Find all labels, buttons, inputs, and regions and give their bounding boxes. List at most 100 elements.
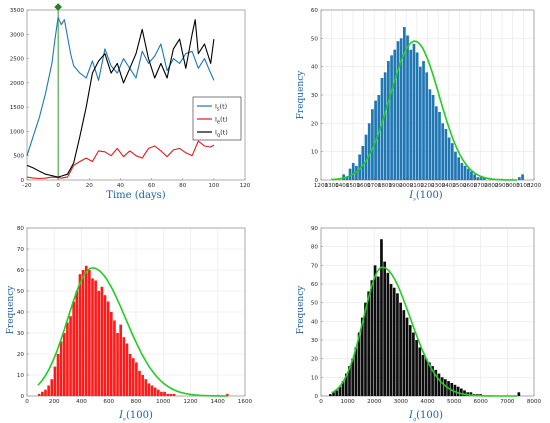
histogram-s-bar	[447, 137, 451, 180]
histogram-q-bar	[402, 310, 406, 396]
histogram-s-bar	[380, 78, 384, 180]
histogram-e-xtick-label: 400	[76, 399, 87, 405]
timeseries-xtick-label: -20	[22, 183, 32, 189]
timeseries-xtick-label: 60	[148, 183, 156, 189]
histogram-s-xtick-label: 3200	[527, 183, 542, 189]
histogram-e-bar	[125, 343, 129, 396]
histogram-q-ytick-label: 90	[311, 226, 319, 232]
timeseries-xtick-label: 0	[56, 183, 60, 189]
histogram-q-bar	[335, 390, 339, 396]
histogram-s-xtick-label: 3000	[506, 183, 521, 189]
histogram-e-bar	[103, 295, 107, 396]
histogram-q-xtick-label: 0	[319, 399, 323, 405]
histogram-s-bar	[396, 41, 400, 180]
histogram-s-bar	[377, 95, 381, 180]
histogram-e-bar	[56, 354, 60, 396]
histogram-e-bar	[100, 286, 104, 396]
histogram-q-bar	[469, 392, 473, 396]
histogram-s-bar	[434, 106, 438, 180]
timeseries-xlabel: Time (days)	[106, 190, 165, 201]
timeseries-ytick-label: 0	[20, 178, 24, 184]
histogram-e-bar	[97, 291, 101, 396]
histogram-s-bar	[399, 38, 403, 181]
histogram-e-bar	[44, 389, 47, 396]
histogram-q-bar	[328, 394, 332, 396]
histogram-e-bar	[153, 387, 157, 396]
histogram-q-ytick-label: 60	[311, 282, 319, 288]
histogram-e-bar	[163, 391, 166, 396]
histogram-s-bar	[387, 61, 390, 180]
histogram-s-ytick-label: 40	[311, 65, 319, 71]
histogram-e-bar	[53, 366, 57, 396]
timeseries-ytick-label: 2500	[10, 57, 25, 63]
histogram-q-bar	[351, 358, 355, 396]
histogram-q-bar	[380, 239, 383, 396]
timeseries-ytick-label: 3000	[10, 32, 25, 38]
histogram-s-fit-curve	[331, 40, 517, 181]
histogram-e-bar	[172, 393, 176, 396]
timeseries-xtick-label: 100	[209, 183, 220, 189]
histogram-s-xtick-label: 1400	[335, 183, 350, 189]
histogram-e-ytick-label: 10	[17, 373, 25, 379]
histogram-s-bar	[457, 157, 461, 180]
histogram-s-xtick-label: 1300	[325, 183, 340, 189]
histogram-q-bar	[360, 317, 364, 396]
timeseries-line-q	[26, 19, 215, 178]
histogram-e-bar	[50, 379, 54, 396]
histogram-q-bar	[373, 265, 377, 396]
histogram-s-xtick-label: 1200	[314, 183, 329, 189]
histogram-q-ytick-label: 70	[311, 263, 319, 269]
histogram-s-bar	[450, 143, 454, 180]
histogram-q-xtick-label: 3000	[394, 399, 409, 405]
histogram-e-bar	[66, 322, 69, 396]
histogram-s-xtick-label: 2000	[399, 183, 414, 189]
timeseries-marker	[54, 3, 62, 11]
timeseries-xtick-label: 120	[240, 183, 251, 189]
timeseries-legend-label: Ie(t)	[215, 116, 228, 126]
histogram-s-bar	[403, 27, 406, 180]
histogram-e-bar	[131, 358, 135, 396]
histogram-s-bar	[438, 112, 441, 180]
histogram-q-bar	[408, 325, 412, 396]
histogram-s-xtick-label: 2200	[420, 183, 435, 189]
histogram-s-ytick-label: 60	[311, 8, 319, 14]
histogram-q-bar	[517, 392, 521, 396]
histogram-e-fit-curve	[37, 267, 228, 397]
histogram-s-bar	[418, 66, 422, 180]
histogram-q-xtick-label: 2000	[367, 399, 382, 405]
histogram-q-ytick-label: 50	[311, 301, 319, 307]
histogram-q-fit-curve	[331, 266, 517, 397]
histogram-s-xtick-label: 1500	[346, 183, 361, 189]
histogram-e-bar	[94, 280, 97, 396]
histogram-e-bar	[37, 393, 41, 396]
histogram-q-bar	[396, 293, 399, 396]
histogram-q-bar	[367, 291, 371, 396]
histogram-s-bar	[415, 52, 419, 180]
histogram-e-bar	[150, 385, 154, 396]
histogram-s-bar	[406, 35, 409, 180]
histogram-e-bar	[72, 301, 76, 396]
histogram-q-bar	[357, 332, 361, 396]
histogram-s-bar	[466, 168, 470, 180]
histogram-e-bar	[62, 333, 66, 396]
histogram-s-bar	[367, 123, 371, 180]
histogram-is-xlabel: Is(100)	[408, 190, 443, 203]
histogram-e-bar	[78, 274, 82, 396]
histogram-s-bar	[361, 146, 365, 180]
histogram-e-ytick-label: 60	[17, 268, 25, 274]
timeseries-line-s	[26, 16, 215, 156]
histogram-s-bar	[371, 109, 374, 180]
histogram-e-bar	[88, 270, 91, 396]
histogram-q-xtick-label: 8000	[527, 399, 542, 405]
histogram-e-bar	[144, 379, 148, 396]
histogram-q-bar	[370, 280, 374, 396]
histogram-e-bar	[106, 301, 110, 396]
histogram-q-ytick-label: 30	[311, 338, 319, 344]
histogram-e-xtick-label: 600	[103, 399, 114, 405]
histogram-q-bar	[434, 369, 438, 396]
histogram-iq-panel: Frequency Iq(100) 0 1000 2000 3000 4000 5000 6…	[296, 226, 542, 423]
histogram-e-bar	[147, 383, 151, 396]
histogram-s-ytick-label: 0	[314, 178, 318, 184]
histogram-s-bar	[393, 49, 397, 180]
histogram-s-bar	[390, 55, 393, 181]
